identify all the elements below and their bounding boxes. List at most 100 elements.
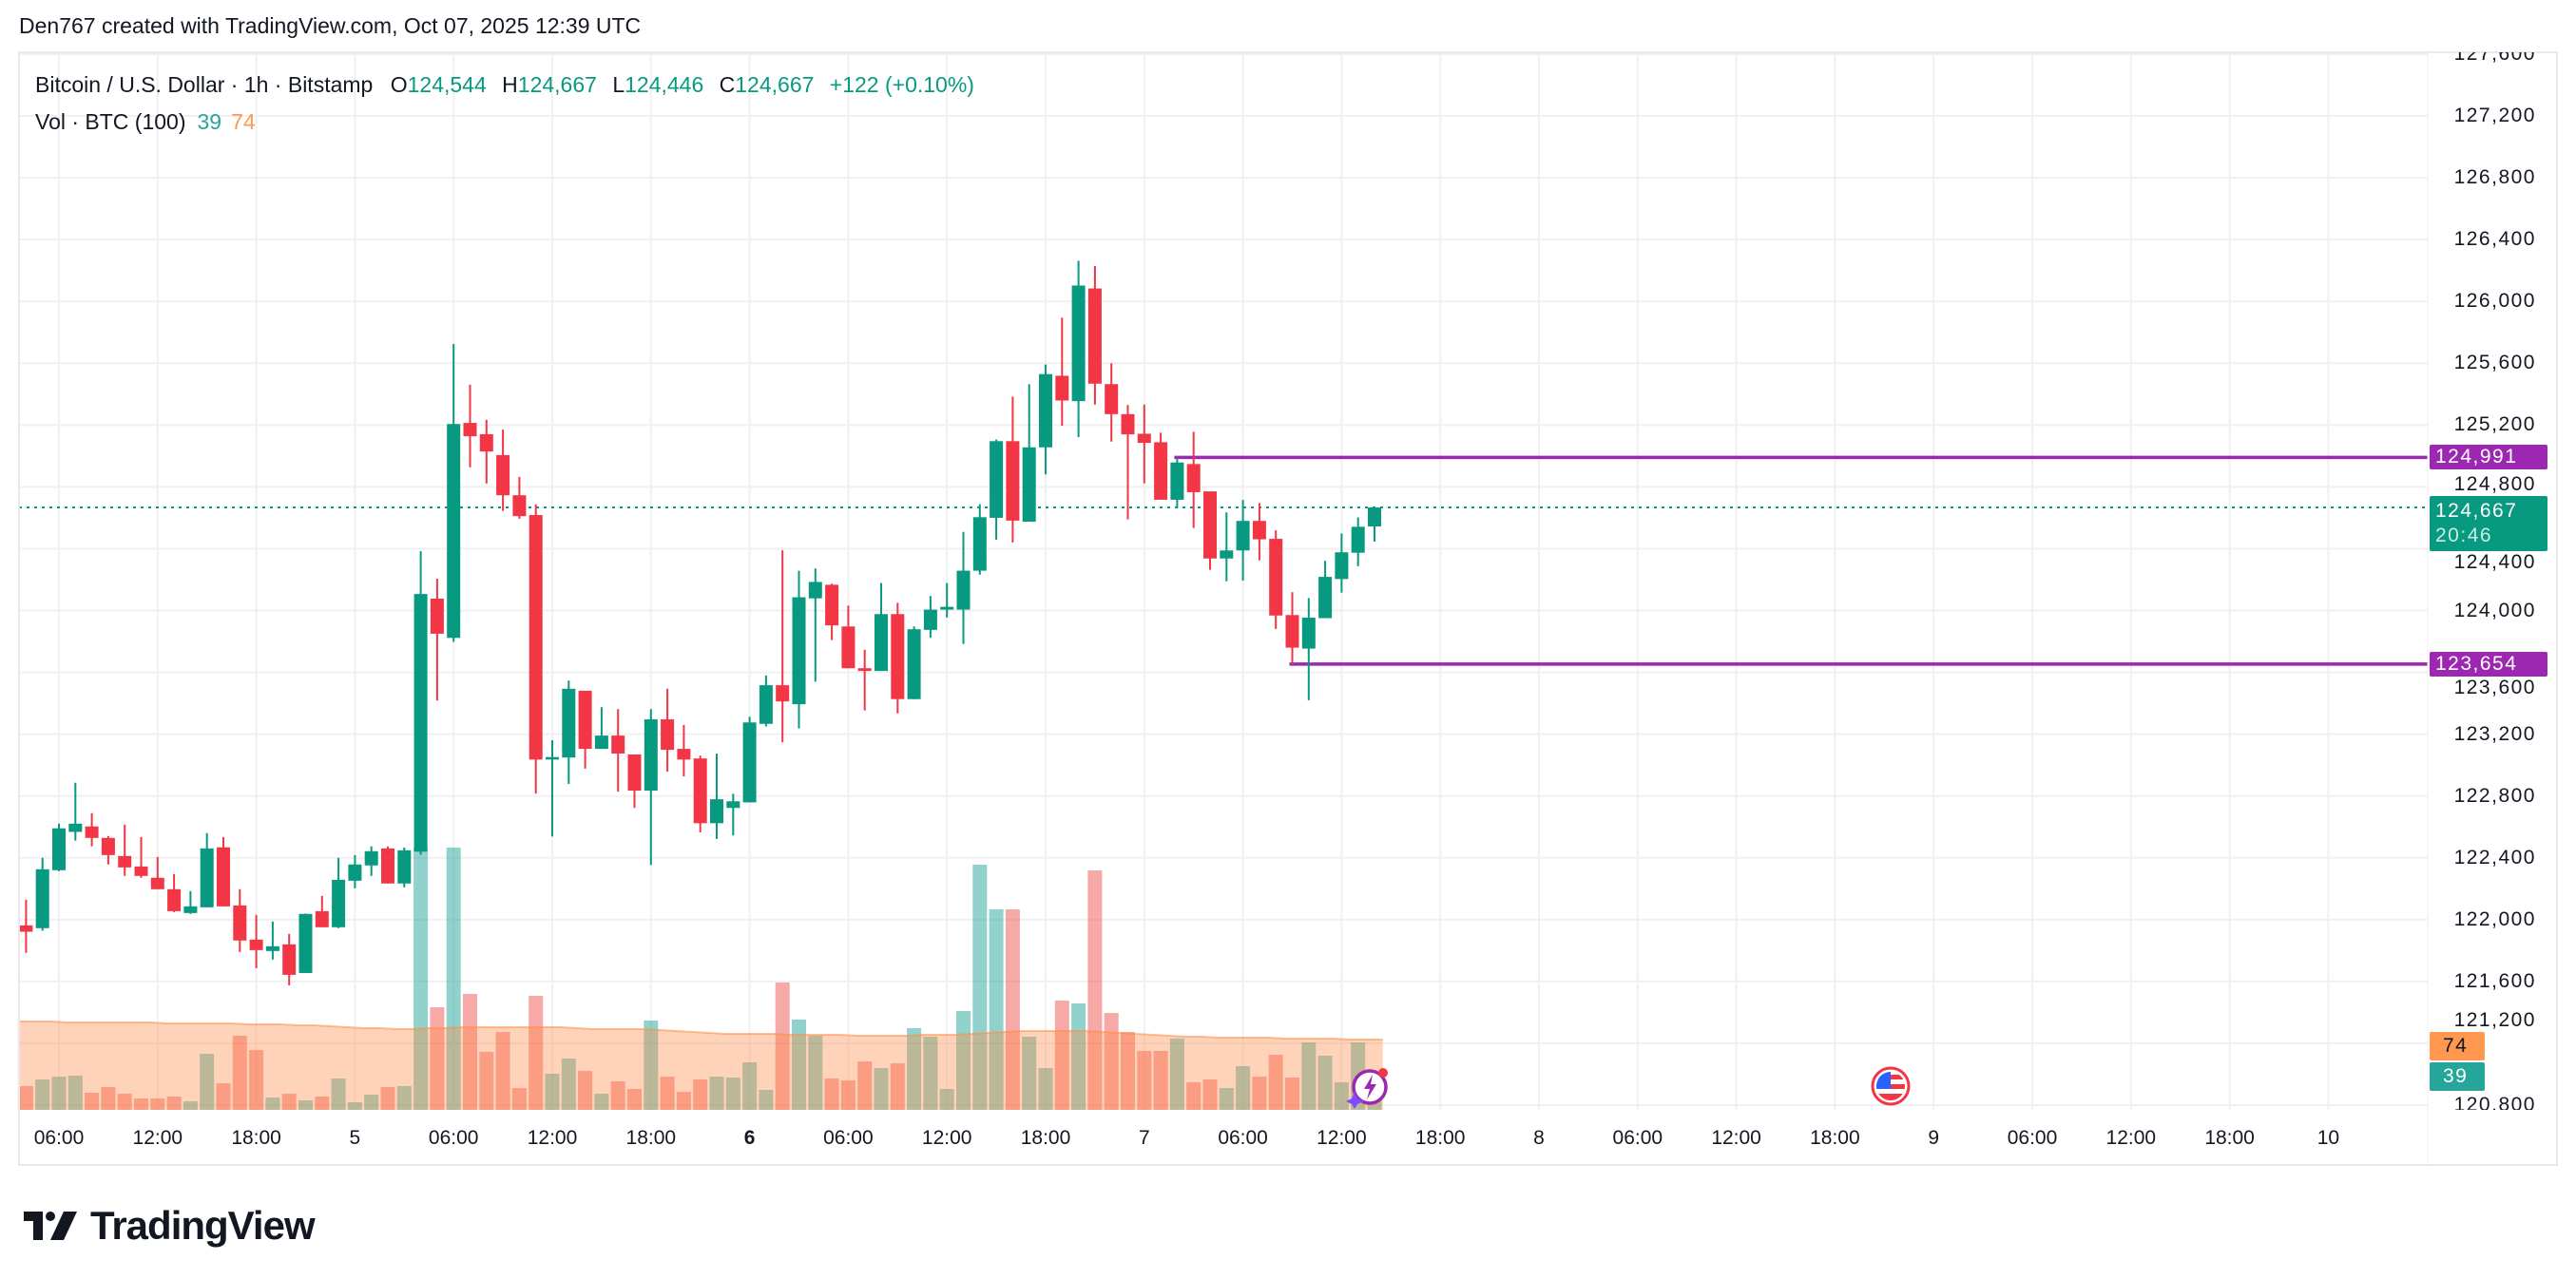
candle-body bbox=[627, 754, 642, 792]
volume-bar bbox=[644, 1021, 659, 1110]
lightning-sparkle-icon[interactable] bbox=[1346, 1065, 1390, 1109]
time-tick-label: 7 bbox=[1138, 1127, 1150, 1149]
us-flag-icon[interactable] bbox=[1870, 1065, 1912, 1107]
candle-body bbox=[1006, 441, 1020, 521]
candle-body bbox=[661, 719, 675, 751]
time-tick-label: 5 bbox=[349, 1127, 361, 1149]
time-tick-label: 18:00 bbox=[1414, 1127, 1466, 1149]
candle-body bbox=[1252, 521, 1266, 540]
volume-bar bbox=[101, 1087, 116, 1110]
volume-bar bbox=[150, 1098, 165, 1110]
candle bbox=[134, 836, 148, 878]
volume-bar bbox=[1236, 1066, 1251, 1110]
candle bbox=[857, 649, 872, 711]
price-tick-label: 123,600 bbox=[2453, 677, 2536, 698]
volume-bar bbox=[396, 1086, 412, 1110]
candle bbox=[479, 419, 493, 484]
candle bbox=[1301, 598, 1316, 700]
volume-bar bbox=[561, 1059, 576, 1110]
candle bbox=[430, 579, 444, 701]
bar-countdown: 20:46 bbox=[2435, 525, 2493, 546]
price-tick-label: 126,800 bbox=[2453, 166, 2536, 189]
candle-body bbox=[923, 609, 937, 630]
volume-bar bbox=[610, 1081, 625, 1110]
volume-bar bbox=[840, 1080, 855, 1110]
candle-body bbox=[183, 906, 198, 913]
candle bbox=[578, 690, 592, 769]
candle-body bbox=[150, 877, 164, 889]
volume-bar bbox=[463, 994, 477, 1110]
candle-body bbox=[134, 866, 148, 876]
candle-body bbox=[940, 606, 954, 610]
volume-bar bbox=[347, 1102, 362, 1110]
volume-bar bbox=[890, 1063, 905, 1110]
candle-body bbox=[512, 495, 527, 517]
volume-bar bbox=[824, 1079, 839, 1110]
candle bbox=[611, 709, 625, 792]
price-tick-label: 120,800 bbox=[2453, 1094, 2536, 1110]
volume-bar bbox=[972, 865, 988, 1110]
volume-bar bbox=[1121, 1032, 1135, 1110]
candle bbox=[1105, 363, 1119, 442]
candle bbox=[841, 605, 855, 669]
volume-bar bbox=[67, 1076, 83, 1110]
support-price-label: 123,654 bbox=[2430, 652, 2547, 677]
candle bbox=[397, 847, 412, 888]
volume-bar bbox=[18, 1086, 33, 1110]
volume-ma-line bbox=[17, 1021, 1383, 1040]
tradingview-logo[interactable]: TradingView bbox=[24, 1203, 316, 1249]
candle bbox=[463, 384, 477, 468]
volume-bar bbox=[1005, 909, 1020, 1110]
price-tick-label: 122,000 bbox=[2453, 907, 2536, 930]
time-tick-label: 10 bbox=[2316, 1127, 2340, 1149]
candle bbox=[1039, 364, 1052, 475]
time-tick-label: 18:00 bbox=[1810, 1127, 1860, 1149]
candle bbox=[315, 895, 329, 927]
time-tick-label: 06:00 bbox=[1612, 1127, 1663, 1149]
current-price-label: 124,667 20:46 bbox=[2430, 496, 2547, 551]
candle-body bbox=[529, 515, 543, 760]
price-tick-label: 124,400 bbox=[2453, 551, 2536, 573]
volume-bar bbox=[693, 1079, 708, 1110]
price-level-lines bbox=[19, 455, 2428, 666]
legend-volume-ma-value: 74 bbox=[231, 109, 256, 134]
volume-bar bbox=[1285, 1078, 1299, 1110]
candle bbox=[1318, 561, 1333, 619]
legend-symbol[interactable]: Bitcoin / U.S. Dollar · 1h · Bitstamp bbox=[35, 72, 374, 97]
volume-bar bbox=[1104, 1013, 1119, 1110]
candle bbox=[825, 583, 839, 640]
candle-body bbox=[710, 799, 723, 824]
candle-body bbox=[1137, 433, 1151, 444]
candle-body bbox=[1301, 618, 1316, 649]
candle-body bbox=[265, 945, 279, 951]
candle bbox=[529, 504, 543, 794]
candle-body bbox=[1368, 507, 1381, 527]
volume-bar bbox=[1087, 870, 1103, 1110]
candle bbox=[19, 899, 33, 953]
volume-bar bbox=[923, 1037, 938, 1110]
price-tick-label: 126,400 bbox=[2453, 228, 2536, 251]
legend-main-row: Bitcoin / U.S. Dollar · 1h · Bitstamp O1… bbox=[35, 67, 974, 104]
tradingview-logo-text: TradingView bbox=[90, 1203, 316, 1248]
candle-body bbox=[759, 685, 773, 724]
volume-ma-fill bbox=[17, 1021, 1383, 1110]
volume-bar bbox=[1186, 1082, 1201, 1110]
time-tick-label: 12:00 bbox=[132, 1127, 183, 1149]
legend-volume-row: Vol · BTC (100) 39 74 bbox=[35, 104, 974, 141]
volume-bar bbox=[709, 1077, 724, 1110]
volume-bar bbox=[1301, 1042, 1317, 1110]
volume-bar bbox=[446, 848, 461, 1110]
candle bbox=[923, 596, 937, 639]
current-price-value: 124,667 bbox=[2435, 500, 2518, 522]
volume-bar bbox=[808, 1036, 823, 1110]
candle bbox=[150, 856, 164, 889]
volume-bar bbox=[775, 983, 790, 1110]
price-tick-label: 125,200 bbox=[2453, 413, 2536, 436]
price-axis[interactable]: 127,600 127,200 126,800 126,400 126,000 125,6… bbox=[2428, 52, 2557, 1110]
candle bbox=[265, 921, 279, 960]
price-tick-label: 127,200 bbox=[2453, 105, 2536, 127]
candle-body bbox=[332, 879, 346, 927]
legend-volume-title[interactable]: Vol · BTC (100) bbox=[35, 109, 186, 134]
candle-body bbox=[1186, 464, 1201, 492]
